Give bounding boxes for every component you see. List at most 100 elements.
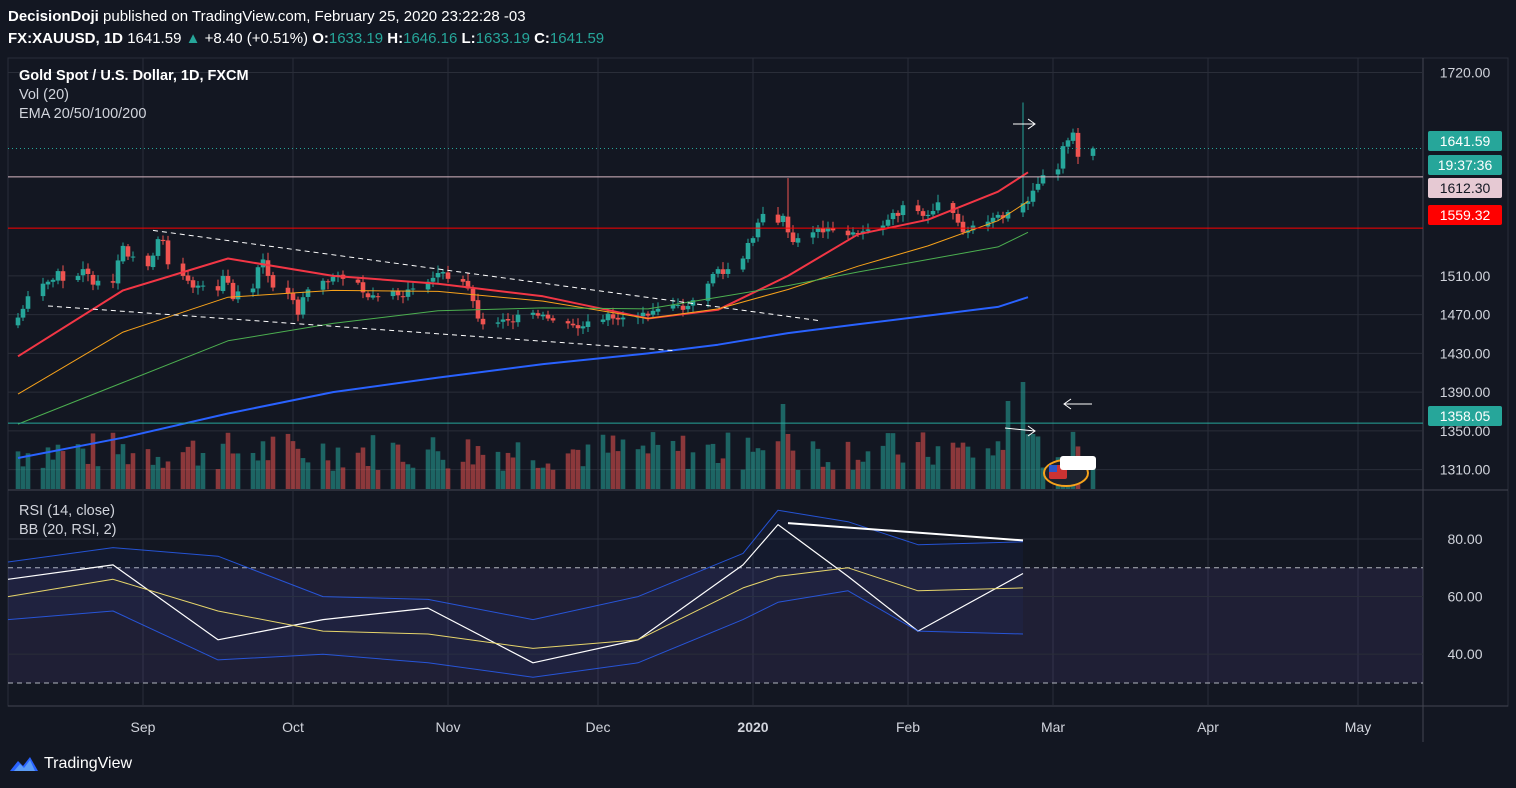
volume-bar	[926, 457, 931, 489]
candle-body	[891, 213, 896, 219]
candle-body	[601, 320, 606, 322]
volume-bar	[51, 460, 56, 489]
candle-body	[791, 232, 796, 242]
volume-bar	[336, 448, 341, 489]
volume-bar	[581, 466, 586, 489]
support-price-tag: 1559.32	[1428, 205, 1502, 225]
candle-body	[376, 296, 381, 297]
tradingview-footer[interactable]: TradingView	[8, 754, 132, 774]
volume-bar	[411, 468, 416, 489]
volume-bar	[366, 466, 371, 489]
rsi-tick-label: 60.00	[1447, 589, 1482, 605]
candle-body	[916, 205, 921, 211]
candle-body	[86, 269, 91, 274]
volume-bar	[571, 449, 576, 489]
candle-body	[516, 315, 521, 323]
volume-bar	[531, 460, 536, 489]
candle-body	[996, 215, 1001, 218]
candle-body	[221, 276, 226, 291]
candle-body	[566, 321, 571, 323]
candle-body	[811, 232, 816, 237]
volume-bar	[551, 470, 556, 489]
candle-body	[921, 211, 926, 216]
candle-body	[506, 319, 511, 320]
candle-body	[956, 214, 961, 223]
volume-bar	[511, 457, 516, 489]
volume-bar	[26, 453, 31, 489]
candle-body	[461, 279, 466, 282]
volume-bar	[921, 432, 926, 489]
candle-body	[16, 318, 21, 326]
main-series-title[interactable]: Gold Spot / U.S. Dollar, 1D, FXCM	[19, 67, 249, 86]
volume-bar	[286, 434, 291, 489]
candle-body	[251, 289, 256, 293]
volume-bar	[501, 471, 506, 489]
volume-bar	[181, 452, 186, 489]
date-tick-label: Mar	[1041, 719, 1065, 735]
volume-bar	[821, 467, 826, 489]
volume-bar	[756, 448, 761, 489]
candle-body	[161, 240, 166, 241]
candle-body	[296, 300, 301, 315]
volume-bar	[256, 460, 261, 489]
volume-bar	[216, 469, 221, 489]
candle-body	[116, 260, 121, 283]
candle-body	[716, 269, 721, 274]
volume-bar	[1006, 401, 1011, 489]
volume-bar	[401, 462, 406, 489]
candle-body	[216, 286, 221, 290]
candle-body	[1076, 133, 1081, 157]
volume-bar	[861, 462, 866, 489]
ema-legend[interactable]: EMA 20/50/100/200	[19, 105, 249, 124]
candle-body	[1056, 169, 1061, 174]
volume-bar	[356, 453, 361, 489]
rsi-legend-title[interactable]: RSI (14, close)	[19, 502, 117, 521]
candle-body	[196, 286, 201, 288]
volume-bar	[326, 460, 331, 489]
candle-body	[1071, 133, 1076, 141]
rsi-tick-label: 80.00	[1447, 531, 1482, 547]
volume-bar	[361, 448, 366, 489]
volume-bar	[791, 451, 796, 489]
candle-body	[446, 272, 451, 278]
candle-body	[1036, 184, 1041, 190]
volume-bar	[566, 453, 571, 489]
volume-bar	[691, 452, 696, 489]
volume-bar	[396, 445, 401, 489]
volume-bar	[786, 434, 791, 489]
candle-body	[111, 281, 116, 283]
volume-bar	[146, 449, 151, 489]
candle-body	[121, 246, 126, 261]
volume-bar	[611, 436, 616, 489]
candle-body	[166, 240, 171, 264]
volume-bar	[471, 464, 476, 489]
date-tick-label: Sep	[131, 719, 156, 735]
volume-bar	[1036, 436, 1041, 489]
volume-bar	[506, 453, 511, 489]
candle-body	[406, 289, 411, 296]
candle-body	[741, 258, 746, 269]
volume-bar	[301, 458, 306, 489]
candle-body	[1031, 191, 1036, 202]
bb-legend-title[interactable]: BB (20, RSI, 2)	[19, 521, 117, 540]
candle-body	[686, 306, 691, 309]
volume-bar	[776, 441, 781, 489]
volume-bar	[746, 438, 751, 489]
volume-bar	[971, 458, 976, 489]
candle-body	[571, 324, 576, 326]
candle-body	[786, 217, 791, 233]
candle-body	[1091, 148, 1096, 155]
volume-bar	[986, 448, 991, 489]
volume-bar	[21, 466, 26, 489]
main-legend: Gold Spot / U.S. Dollar, 1D, FXCM Vol (2…	[19, 67, 249, 124]
volume-bar	[601, 435, 606, 489]
candle-body	[606, 314, 611, 321]
volume-bar	[966, 447, 971, 489]
vol-legend[interactable]: Vol (20)	[19, 86, 249, 105]
volume-bar	[716, 463, 721, 489]
candle-body	[356, 280, 361, 283]
candle-body	[21, 309, 26, 318]
candle-body	[721, 269, 726, 274]
candle-body	[126, 246, 131, 256]
volume-bar	[546, 464, 551, 489]
